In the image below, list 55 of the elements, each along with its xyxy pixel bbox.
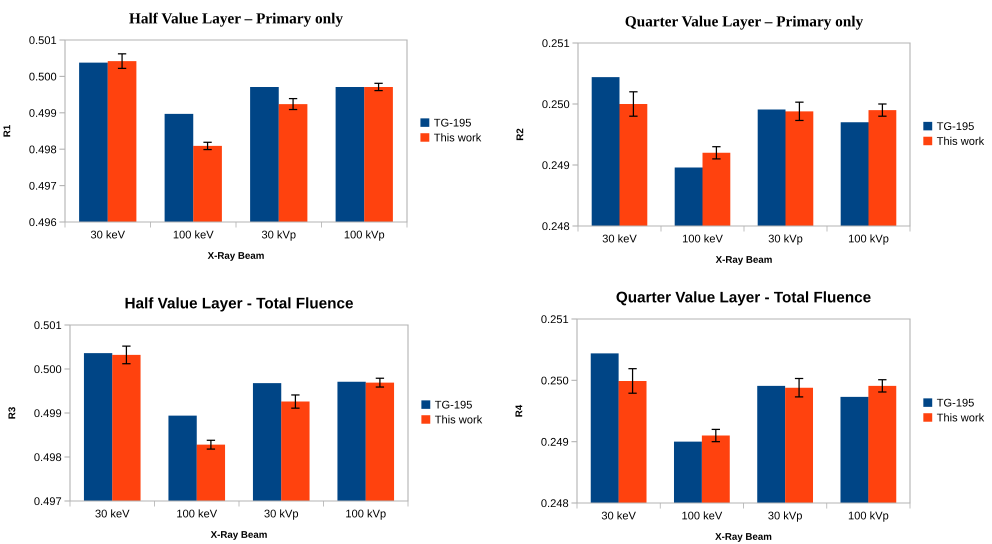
y-tick-label: 0.499 xyxy=(34,409,62,418)
legend-label: This work xyxy=(936,136,984,145)
legend-label: This work xyxy=(434,415,482,424)
x-tick-label: 30 kVp xyxy=(262,230,296,241)
x-tick-label: 100 keV xyxy=(174,230,214,238)
x-tick-label: 30 kVp xyxy=(768,511,802,522)
y-tick-label: 0.501 xyxy=(29,36,56,44)
y-tick-label: 0.498 xyxy=(34,453,62,462)
x-axis-title: X-Ray Beam xyxy=(208,252,264,261)
legend-label: TG-195 xyxy=(434,118,471,127)
y-tick-label: 0.498 xyxy=(29,145,56,154)
y-axis-title: R4 xyxy=(515,404,522,417)
y-tick-label: 0.497 xyxy=(34,497,62,506)
chart-title: Quarter Value Layer – Primary only xyxy=(626,16,864,30)
y-tick-label: 0.248 xyxy=(542,222,570,230)
x-tick-label: 100 kVp xyxy=(346,509,386,520)
x-tick-label: 100 keV xyxy=(177,509,218,518)
y-tick-label: 0.250 xyxy=(541,376,568,384)
x-tick-label: 100 keV xyxy=(682,511,722,520)
y-tick-label: 0.497 xyxy=(29,182,56,190)
legend-label: TG-195 xyxy=(936,398,974,407)
x-axis-title: X-Ray Beam xyxy=(715,533,772,542)
y-tick-label: 0.251 xyxy=(542,39,570,48)
x-tick-label: 100 kVp xyxy=(344,230,384,241)
y-tick-label: 0.251 xyxy=(541,315,568,324)
x-tick-label: 100 kVp xyxy=(848,234,888,245)
y-tick-label: 0.250 xyxy=(542,100,570,108)
x-tick-label: 30 keV xyxy=(602,511,636,520)
y-axis-title: R3 xyxy=(8,407,16,419)
x-tick-label: 100 kVp xyxy=(848,511,888,522)
legend-label: TG-195 xyxy=(434,400,472,409)
x-tick-label: 30 kVp xyxy=(768,234,802,245)
y-tick-label: 0.501 xyxy=(34,321,62,330)
y-tick-label: 0.248 xyxy=(541,499,568,508)
chart-title: Quarter Value Layer - Total Fluence xyxy=(616,291,871,306)
legend-label: This work xyxy=(936,413,984,422)
x-tick-label: 30 keV xyxy=(90,230,125,238)
legend-label: This work xyxy=(434,133,482,142)
y-tick-label: 0.249 xyxy=(542,161,570,170)
x-axis-title: X-Ray Beam xyxy=(716,256,772,265)
y-axis-title: R1 xyxy=(3,125,10,137)
x-tick-label: 30 kVp xyxy=(264,509,298,520)
y-tick-label: 0.496 xyxy=(29,218,56,226)
x-tick-label: 100 keV xyxy=(682,234,723,242)
y-tick-label: 0.499 xyxy=(29,109,56,117)
y-tick-label: 0.500 xyxy=(34,365,62,374)
x-tick-label: 30 keV xyxy=(602,234,637,242)
chart-title: Half Value Layer - Total Fluence xyxy=(126,297,353,312)
y-tick-label: 0.500 xyxy=(29,72,56,81)
y-tick-label: 0.249 xyxy=(541,438,568,446)
x-tick-label: 30 keV xyxy=(95,509,130,518)
chart-title: Half Value Layer – Primary only xyxy=(129,12,343,27)
x-axis-title: X-Ray Beam xyxy=(210,531,267,540)
legend-label: TG-195 xyxy=(936,122,974,130)
y-axis-title: R2 xyxy=(516,128,524,140)
